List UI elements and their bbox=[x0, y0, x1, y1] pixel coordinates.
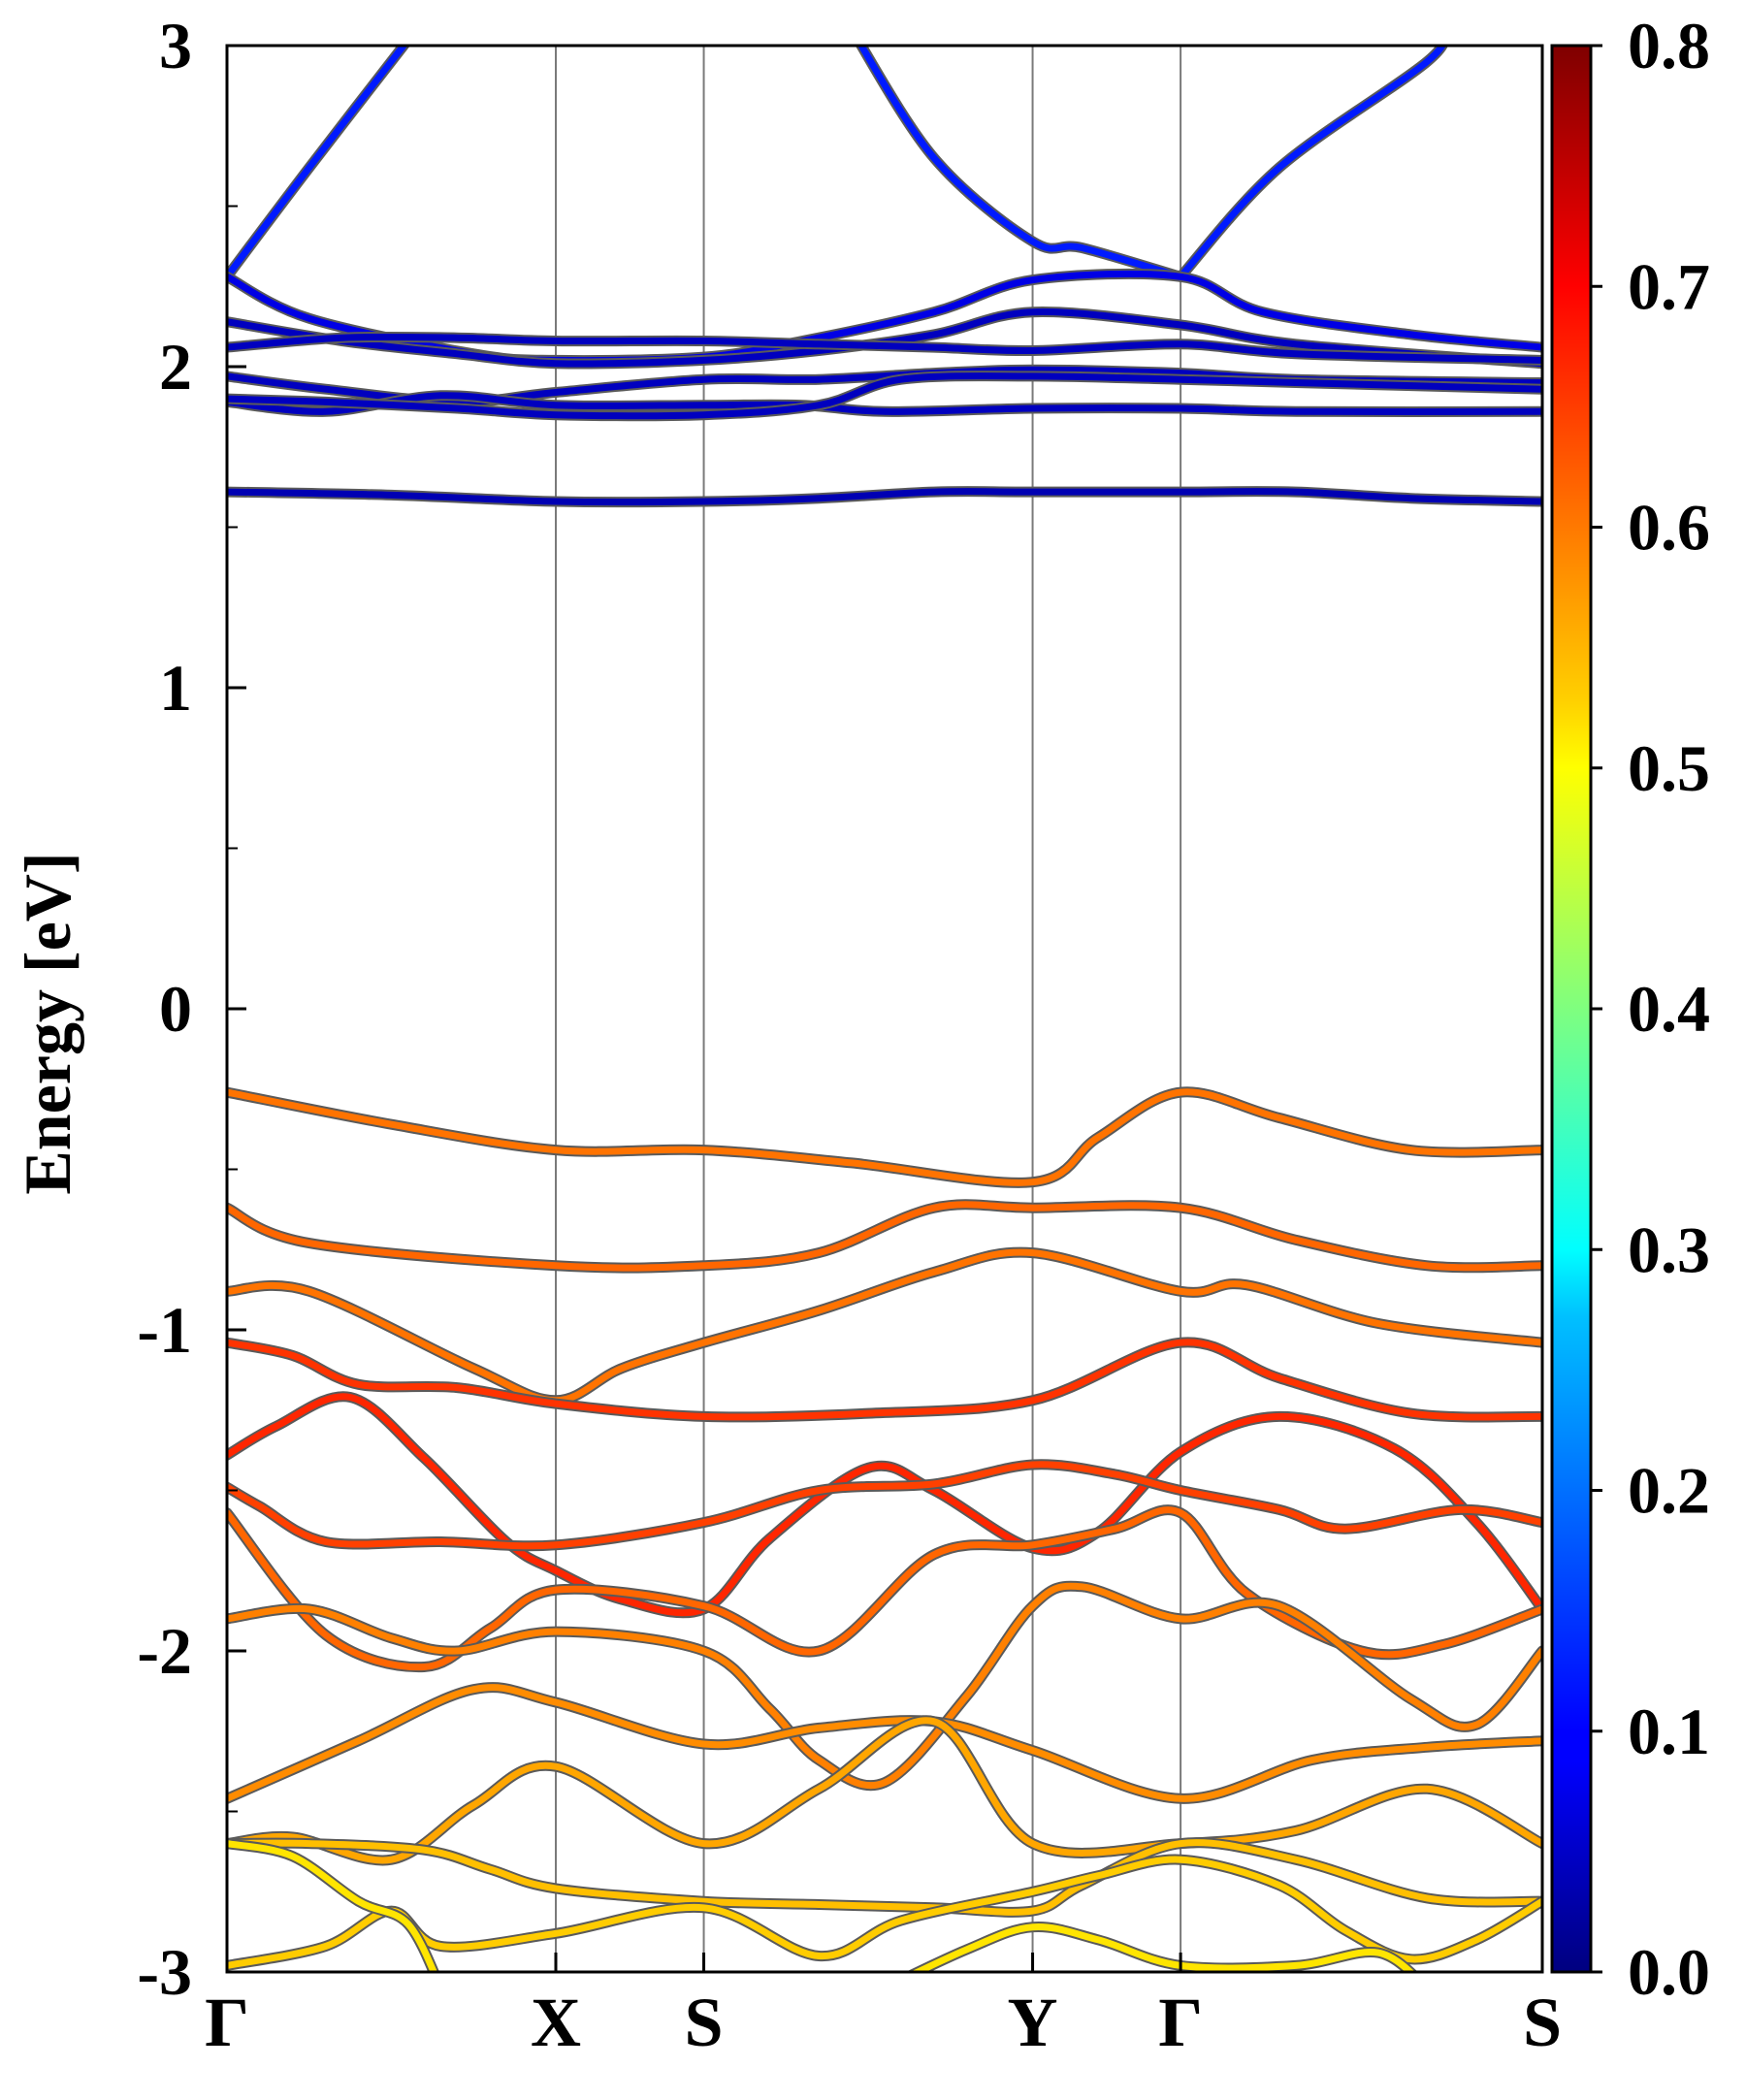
band-line bbox=[227, 1248, 1542, 1405]
band-cb-6 bbox=[227, 371, 1542, 422]
band-line bbox=[910, 1922, 1416, 1972]
band-vb-14 bbox=[905, 1921, 1418, 1972]
band-line bbox=[227, 1339, 1542, 1421]
band-line bbox=[227, 1582, 1542, 1790]
band-line bbox=[857, 46, 1184, 280]
band-line bbox=[227, 333, 1542, 364]
colorbar-rect bbox=[1550, 44, 1593, 1974]
x-tick-label: S bbox=[1523, 1984, 1562, 2061]
band-vb-11 bbox=[227, 1837, 1542, 1918]
band-outline bbox=[227, 1337, 1542, 1423]
band-line bbox=[227, 46, 408, 280]
band-outline bbox=[855, 46, 1186, 282]
y-axis: -3 -2 -1 0 1 2 3 bbox=[137, 9, 246, 2009]
band-outline bbox=[227, 1459, 1542, 1552]
colorbar-tick-label: 0.2 bbox=[1628, 1454, 1710, 1528]
band-vb-4 bbox=[227, 1337, 1542, 1423]
x-tick-label: S bbox=[685, 1984, 724, 2061]
band-cb-7 bbox=[227, 486, 1542, 508]
band-line bbox=[227, 1684, 1542, 1802]
colorbar-tick-label: 0.8 bbox=[1628, 9, 1710, 82]
y-tick-label: 2 bbox=[159, 330, 192, 404]
band-cb-upper-3 bbox=[1175, 46, 1449, 282]
band-vb-7 bbox=[227, 1504, 1542, 1673]
bands bbox=[227, 46, 1542, 1972]
band-line bbox=[227, 1506, 1542, 1671]
band-line bbox=[1177, 46, 1446, 280]
band-vb-1 bbox=[227, 1086, 1542, 1188]
band-cb-upper-1 bbox=[227, 46, 411, 282]
band-vb-13 bbox=[227, 1838, 440, 1972]
colorbar-tick-label: 0.4 bbox=[1628, 972, 1710, 1046]
band-line bbox=[227, 1201, 1542, 1272]
band-line bbox=[227, 1393, 1542, 1617]
band-line bbox=[227, 1461, 1542, 1550]
y-tick-label: 0 bbox=[159, 972, 192, 1046]
x-tick-label: Y bbox=[1008, 1984, 1058, 2061]
band-line bbox=[227, 1840, 437, 1972]
high-symmetry-lines bbox=[555, 46, 1182, 1972]
band-vb-3 bbox=[227, 1246, 1542, 1406]
band-vb-6 bbox=[227, 1459, 1542, 1552]
colorbar-tick-label: 0.7 bbox=[1628, 249, 1710, 323]
y-tick-label: 1 bbox=[159, 651, 192, 725]
band-line bbox=[227, 1717, 1542, 1864]
band-vb-8 bbox=[227, 1580, 1542, 1792]
band-vb-5 bbox=[227, 1391, 1542, 1619]
y-tick-label: -3 bbox=[137, 1935, 192, 2009]
colorbar-tick-label: 0.1 bbox=[1628, 1695, 1710, 1768]
band-line bbox=[227, 488, 1542, 506]
band-line bbox=[227, 1088, 1542, 1186]
band-vb-2 bbox=[227, 1199, 1542, 1274]
colorbar: 0.0 0.1 0.2 0.3 0.4 0.5 0.6 0.7 0.8 bbox=[1550, 9, 1710, 2009]
y-axis-label: Energy [eV] bbox=[11, 852, 84, 1194]
y-tick-label: -1 bbox=[137, 1293, 192, 1367]
band-vb-10 bbox=[227, 1715, 1542, 1866]
band-outline bbox=[1175, 46, 1449, 282]
band-cb-upper-2 bbox=[855, 46, 1186, 282]
colorbar-tick-label: 0.0 bbox=[1628, 1935, 1710, 2009]
colorbar-ticks: 0.0 0.1 0.2 0.3 0.4 0.5 0.6 0.7 0.8 bbox=[1591, 9, 1710, 2009]
x-tick-label: X bbox=[531, 1984, 581, 2061]
x-tick-label: Γ bbox=[1158, 1984, 1203, 2061]
colorbar-tick-label: 0.5 bbox=[1628, 731, 1710, 805]
band-cb-3 bbox=[227, 331, 1542, 366]
colorbar-tick-label: 0.3 bbox=[1628, 1212, 1710, 1286]
y-tick-label: -2 bbox=[137, 1614, 192, 1688]
y-tick-label: 3 bbox=[159, 9, 192, 82]
band-line bbox=[227, 372, 1542, 420]
band-vb-9 bbox=[227, 1682, 1542, 1804]
band-outline bbox=[227, 1246, 1542, 1406]
x-tick-label: Γ bbox=[205, 1984, 249, 2061]
colorbar-tick-label: 0.6 bbox=[1628, 491, 1710, 565]
band-line bbox=[227, 1839, 1542, 1916]
